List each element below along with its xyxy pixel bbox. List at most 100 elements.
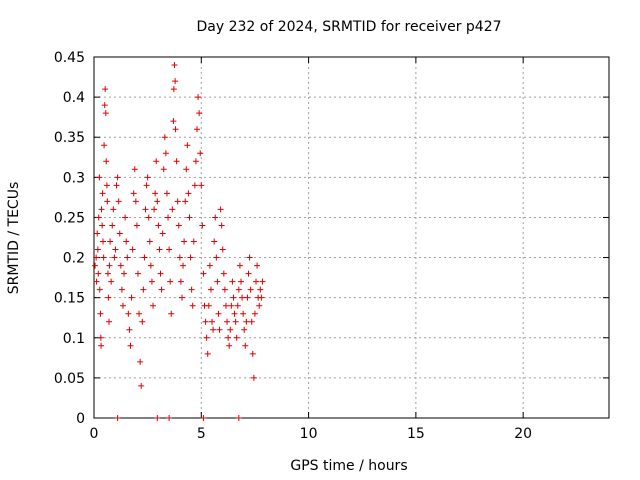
data-point (184, 142, 191, 149)
data-point (237, 278, 244, 285)
data-point (172, 78, 179, 85)
data-point (108, 278, 115, 285)
data-point (104, 270, 111, 277)
data-point (249, 350, 256, 357)
data-points (92, 62, 266, 421)
data-point (150, 302, 157, 309)
data-point (117, 262, 124, 269)
data-point (259, 278, 266, 285)
data-point (185, 190, 192, 197)
data-point (160, 166, 167, 173)
data-point (115, 198, 122, 205)
data-point (210, 326, 217, 333)
data-point (99, 190, 106, 197)
data-point (178, 294, 185, 301)
data-point (95, 214, 102, 221)
data-point (130, 190, 137, 197)
data-point (173, 158, 180, 165)
data-point (165, 214, 172, 221)
data-point (227, 326, 234, 333)
data-point (96, 174, 103, 181)
x-axis-label: GPS time / hours (290, 458, 407, 474)
data-point (240, 310, 247, 317)
data-point (216, 326, 223, 333)
data-point (125, 310, 132, 317)
data-point (92, 262, 99, 269)
data-point (257, 286, 264, 293)
y-tick-label: 0.15 (54, 291, 85, 307)
data-point (218, 222, 225, 229)
data-point (144, 174, 151, 181)
data-point (137, 358, 144, 365)
data-point (106, 262, 113, 269)
data-point (248, 318, 255, 325)
data-point (133, 222, 140, 229)
data-point (148, 278, 155, 285)
data-point (224, 318, 231, 325)
data-point (140, 286, 147, 293)
data-point (235, 286, 242, 293)
data-point (220, 270, 227, 277)
data-point (231, 310, 238, 317)
data-point (222, 302, 229, 309)
x-tick-label: 5 (197, 426, 206, 442)
data-point (100, 254, 107, 261)
data-point (198, 182, 205, 189)
data-point (127, 342, 134, 349)
data-point (171, 62, 178, 69)
data-point (251, 310, 258, 317)
data-point (204, 350, 211, 357)
data-point (258, 294, 265, 301)
data-point (113, 182, 120, 189)
data-point (182, 198, 189, 205)
data-point (230, 294, 237, 301)
data-point (112, 246, 119, 253)
data-point (226, 342, 233, 349)
data-point (213, 254, 220, 261)
data-point (181, 238, 188, 245)
data-point (219, 246, 226, 253)
data-point (256, 302, 263, 309)
data-point (247, 286, 254, 293)
data-point (123, 238, 130, 245)
data-point (199, 222, 206, 229)
data-point (236, 262, 243, 269)
data-point (106, 318, 113, 325)
data-point (96, 286, 103, 293)
data-point (192, 158, 199, 165)
data-point (167, 278, 174, 285)
data-point (205, 302, 212, 309)
data-point (235, 415, 242, 421)
data-point (170, 118, 177, 125)
data-point (155, 222, 162, 229)
data-point (153, 158, 160, 165)
axis-ticks: 0 5 10 15 20 0 0.05 0.1 0.15 0.2 0.25 0.3 0.35 0.4 0.4… (54, 50, 609, 442)
data-point (103, 182, 110, 189)
y-tick-label: 0.45 (54, 50, 85, 66)
y-tick-label: 0.3 (63, 170, 85, 186)
data-point (139, 318, 146, 325)
data-point (118, 286, 125, 293)
x-tick-label: 10 (300, 426, 318, 442)
data-point (190, 238, 197, 245)
y-tick-label: 0.35 (54, 130, 85, 146)
data-point (211, 238, 218, 245)
data-point (186, 214, 193, 221)
data-point (229, 278, 236, 285)
data-point (99, 222, 106, 229)
data-point (119, 302, 126, 309)
y-axis-label: SRMTID / TECUs (6, 182, 22, 295)
data-point (129, 246, 136, 253)
data-point (253, 278, 260, 285)
data-point (116, 230, 123, 237)
data-point (107, 238, 114, 245)
data-point (206, 262, 213, 269)
data-point (122, 214, 129, 221)
data-point (242, 342, 249, 349)
grid (94, 57, 609, 418)
data-point (221, 286, 228, 293)
data-point (233, 334, 240, 341)
x-tick-label: 0 (90, 426, 99, 442)
data-point (166, 415, 173, 421)
data-point (194, 126, 200, 133)
